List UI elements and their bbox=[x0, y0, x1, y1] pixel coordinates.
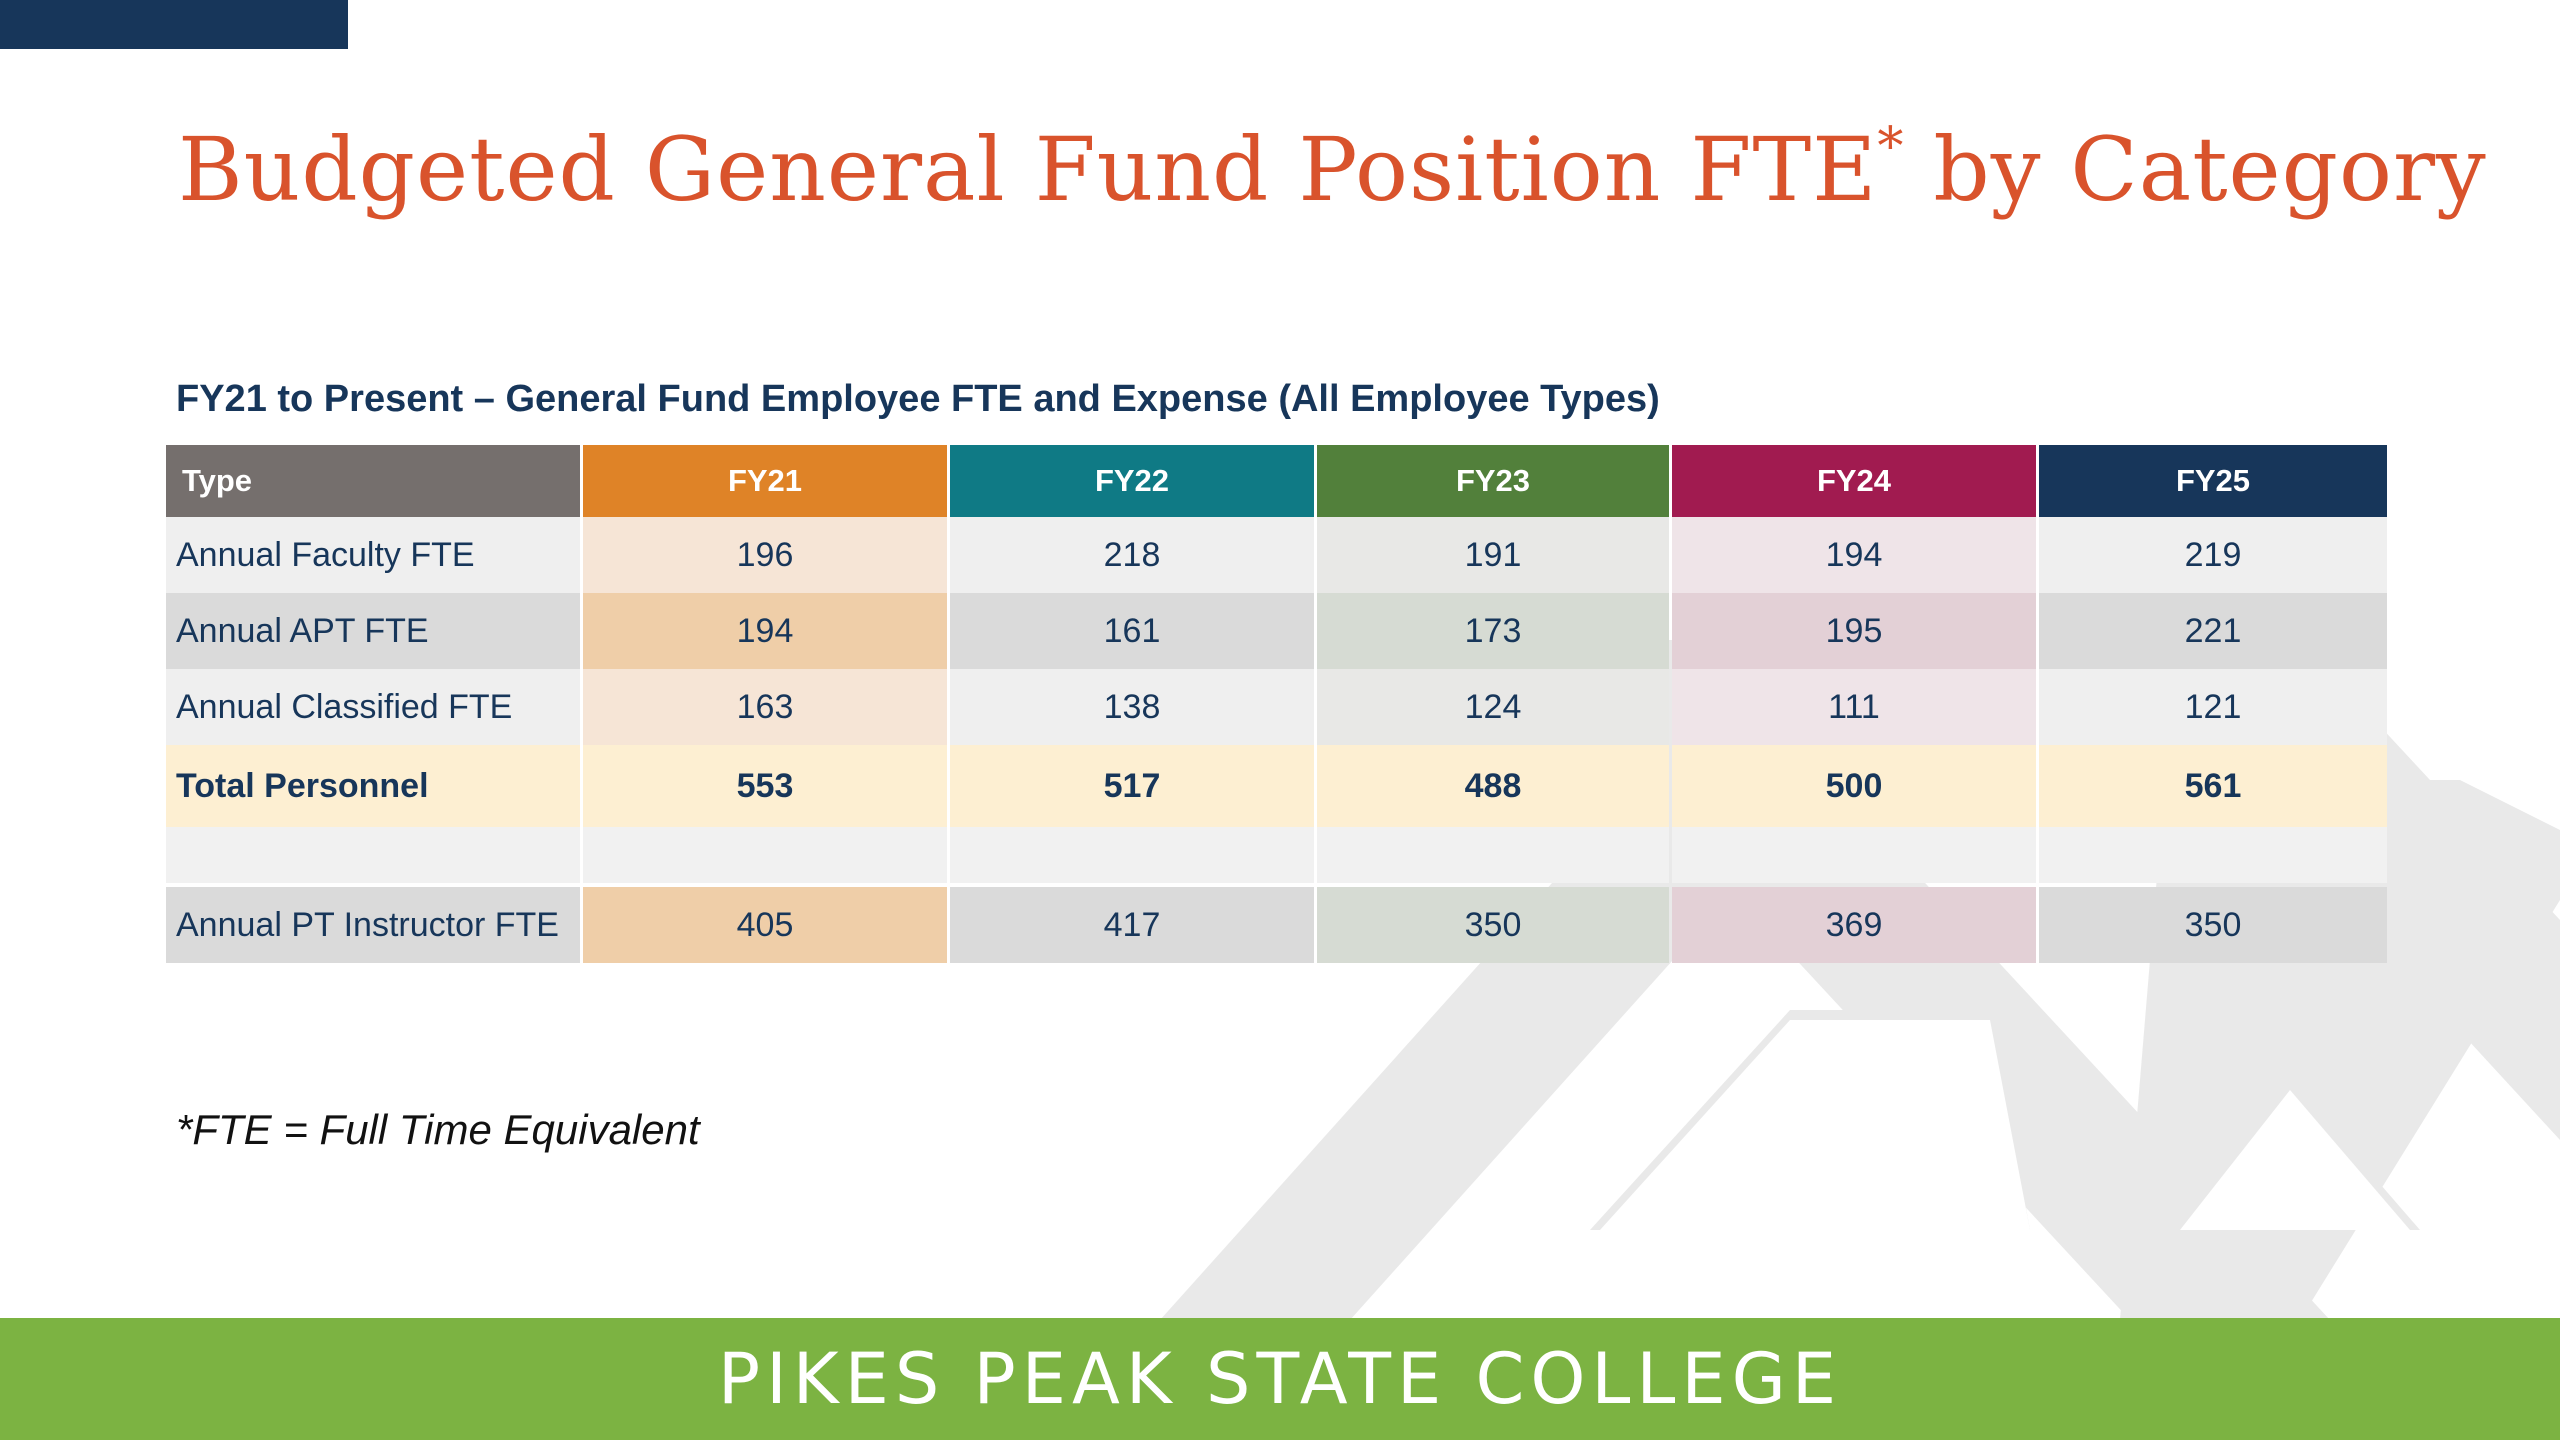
title-main: Budgeted General Fund Position FTE bbox=[178, 118, 1878, 221]
fte-footnote: *FTE = Full Time Equivalent bbox=[176, 1106, 700, 1153]
cell-fy21: 163 bbox=[583, 669, 947, 745]
cell-fy21: 194 bbox=[583, 593, 947, 669]
cell-fy22: 218 bbox=[950, 517, 1314, 593]
cell-fy23: 173 bbox=[1317, 593, 1669, 669]
table-row: Annual APT FTE 194 161 173 195 221 bbox=[166, 593, 2387, 669]
header-fy24: FY24 bbox=[1672, 445, 2036, 517]
cell-fy24: 194 bbox=[1672, 517, 2036, 593]
total-fy24: 500 bbox=[1672, 745, 2036, 827]
title-asterisk: * bbox=[1877, 116, 1905, 177]
cell-fy25: 221 bbox=[2039, 593, 2387, 669]
row-label: Annual PT Instructor FTE bbox=[166, 887, 580, 963]
cell-fy24: 111 bbox=[1672, 669, 2036, 745]
page-title: Budgeted General Fund Position FTE* by C… bbox=[178, 116, 2487, 221]
total-fy22: 517 bbox=[950, 745, 1314, 827]
table-header-row: Type FY21 FY22 FY23 FY24 FY25 bbox=[166, 445, 2387, 517]
total-fy25: 561 bbox=[2039, 745, 2387, 827]
total-row: Total Personnel 553 517 488 500 561 bbox=[166, 745, 2387, 827]
cell-fy25: 121 bbox=[2039, 669, 2387, 745]
cell-fy22: 138 bbox=[950, 669, 1314, 745]
table-row: Annual Faculty FTE 196 218 191 194 219 bbox=[166, 517, 2387, 593]
cell-fy25: 350 bbox=[2039, 887, 2387, 963]
header-fy21: FY21 bbox=[583, 445, 947, 517]
cell-fy22: 417 bbox=[950, 887, 1314, 963]
row-label: Annual Faculty FTE bbox=[166, 517, 580, 593]
total-fy21: 553 bbox=[583, 745, 947, 827]
cell-fy21: 196 bbox=[583, 517, 947, 593]
header-fy25: FY25 bbox=[2039, 445, 2387, 517]
college-name: PIKES PEAK STATE COLLEGE bbox=[717, 1338, 1843, 1420]
pt-instructor-row: Annual PT Instructor FTE 405 417 350 369… bbox=[166, 887, 2387, 963]
cell-fy22: 161 bbox=[950, 593, 1314, 669]
footer-banner: PIKES PEAK STATE COLLEGE bbox=[0, 1318, 2560, 1440]
table-subtitle: FY21 to Present – General Fund Employee … bbox=[176, 378, 1660, 420]
cell-fy24: 369 bbox=[1672, 887, 2036, 963]
header-type: Type bbox=[166, 445, 580, 517]
title-suffix: by Category bbox=[1933, 118, 2487, 221]
spacer-row bbox=[166, 827, 2387, 883]
cell-fy24: 195 bbox=[1672, 593, 2036, 669]
row-label: Annual APT FTE bbox=[166, 593, 580, 669]
header-fy22: FY22 bbox=[950, 445, 1314, 517]
total-label: Total Personnel bbox=[166, 745, 580, 827]
cell-fy23: 350 bbox=[1317, 887, 1669, 963]
top-accent-bar bbox=[0, 0, 348, 49]
row-label: Annual Classified FTE bbox=[166, 669, 580, 745]
total-fy23: 488 bbox=[1317, 745, 1669, 827]
cell-fy23: 124 bbox=[1317, 669, 1669, 745]
fte-table: Type FY21 FY22 FY23 FY24 FY25 Annual Fac… bbox=[163, 445, 2390, 963]
cell-fy25: 219 bbox=[2039, 517, 2387, 593]
table-row: Annual Classified FTE 163 138 124 111 12… bbox=[166, 669, 2387, 745]
header-fy23: FY23 bbox=[1317, 445, 1669, 517]
cell-fy23: 191 bbox=[1317, 517, 1669, 593]
cell-fy21: 405 bbox=[583, 887, 947, 963]
